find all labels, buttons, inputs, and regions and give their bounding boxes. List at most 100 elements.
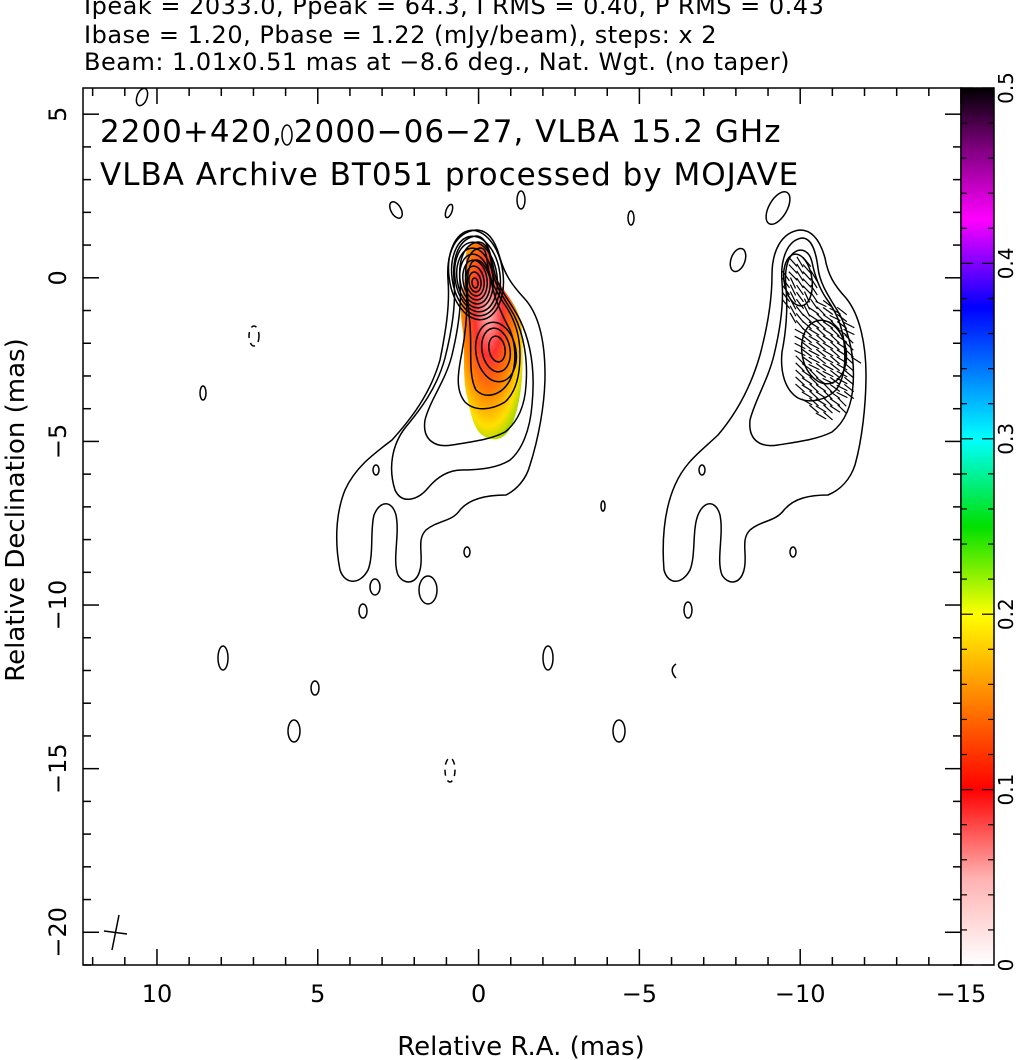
evpa-stick (815, 369, 827, 379)
evpa-stick (801, 377, 813, 385)
contour-core-3 (453, 241, 499, 313)
evpa-stick (789, 291, 797, 303)
evpa-stick (822, 356, 834, 364)
evpa-stick (808, 349, 820, 357)
evpa-stick (781, 277, 791, 289)
evpa-stick (836, 363, 848, 371)
evpa-stick (830, 348, 840, 358)
restoring-beam (103, 914, 128, 951)
colorbar-tick-label: 0.5 (994, 72, 1018, 104)
evpa-stick (796, 270, 804, 282)
evpa-stick (829, 362, 841, 372)
evpa-stick (781, 291, 791, 303)
evpa-stick (850, 356, 862, 364)
evpa-stick (829, 376, 841, 386)
evpa-stick (808, 321, 820, 329)
evpa-stick (829, 391, 841, 399)
contour-island (281, 124, 293, 146)
contour-island (310, 680, 320, 696)
y-tick-label: −20 (44, 907, 72, 958)
evpa-stick (815, 384, 827, 392)
colorbar-ticks (961, 87, 994, 966)
evpa-stick (830, 320, 840, 330)
evpa-stick (836, 335, 848, 343)
evpa-stick (808, 363, 820, 371)
evpa-stick (816, 334, 826, 344)
contour-right-outer (662, 229, 867, 583)
contour-island (358, 603, 368, 619)
evpa-stick (823, 390, 833, 400)
contour-island (729, 247, 747, 273)
evpa-stick (801, 370, 813, 378)
evpa-stick (809, 369, 819, 379)
contour-core-1 (447, 229, 505, 321)
contour-island (217, 645, 229, 671)
evpa-stick (803, 298, 811, 310)
evpa-stick (822, 349, 834, 357)
evpa-stick (788, 264, 798, 274)
header-line-2: Ibase = 1.20, Pbase = 1.22 (mJy/beam), s… (84, 21, 718, 49)
contour-island (698, 464, 706, 476)
evpa-stick (801, 341, 813, 351)
evpa-stick (816, 341, 826, 351)
y-tick-label: −10 (44, 580, 72, 631)
evpa-stick (830, 334, 840, 344)
evpa-stick (809, 397, 819, 407)
colorbar (960, 87, 995, 966)
evpa-stick (796, 277, 804, 289)
contour-layer (135, 88, 867, 783)
contour-knot-2 (480, 327, 512, 373)
chart-title: 2200+420, 2000−06−27, VLBA 15.2 GHz (100, 114, 781, 150)
x-tick-label: −15 (936, 980, 987, 1008)
evpa-stick (802, 278, 812, 288)
evpa-stick (801, 398, 813, 406)
evpa-stick (822, 314, 834, 322)
contour-island (765, 191, 791, 225)
evpa-stick (802, 313, 812, 323)
evpa-stick (796, 284, 804, 296)
evpa-stick (815, 405, 827, 413)
evpa-stick (822, 363, 834, 371)
evpa-stick (836, 356, 848, 364)
contour-right-2 (749, 237, 855, 447)
evpa-stick (782, 270, 790, 282)
evpa-stick (809, 376, 819, 386)
evpa-stick (795, 376, 805, 386)
evpa-stick (789, 312, 797, 324)
evpa-stick (829, 398, 841, 406)
evpa-stick (844, 369, 854, 379)
evpa-stick (822, 335, 834, 343)
x-axis-label: Relative R.A. (mas) (397, 1032, 644, 1060)
evpa-stick (816, 320, 826, 330)
evpa-stick (836, 349, 848, 357)
evpa-stick (801, 348, 813, 358)
evpa-stick (809, 404, 819, 414)
contour-core-7 (465, 265, 485, 297)
evpa-stick (836, 391, 848, 399)
y-tick-label: −5 (44, 424, 72, 459)
contour-knot-1 (474, 321, 518, 383)
evpa-stick (808, 314, 820, 322)
evpa-stick (803, 305, 811, 317)
contour-island (389, 201, 403, 219)
evpa-stick (794, 342, 806, 350)
evpa-stick (843, 321, 855, 329)
evpa-stick (836, 342, 848, 350)
evpa-stick (801, 363, 813, 371)
evpa-stick (809, 390, 819, 400)
y-axis-ticks (83, 113, 961, 966)
evpa-stick (844, 355, 854, 365)
evpa-stick (789, 277, 797, 289)
evpa-stick (829, 314, 841, 322)
evpa-stick (816, 306, 826, 316)
evpa-stick (822, 306, 834, 316)
evpa-stick (815, 355, 827, 365)
colorbar-tick-label: 0.3 (994, 423, 1018, 455)
y-tick-label: 5 (44, 107, 72, 122)
evpa-stick (822, 377, 834, 385)
evpa-stick (836, 384, 848, 392)
evpa-stick (795, 291, 805, 303)
evpa-stick (829, 307, 841, 315)
x-tick-label: 0 (471, 980, 486, 1008)
